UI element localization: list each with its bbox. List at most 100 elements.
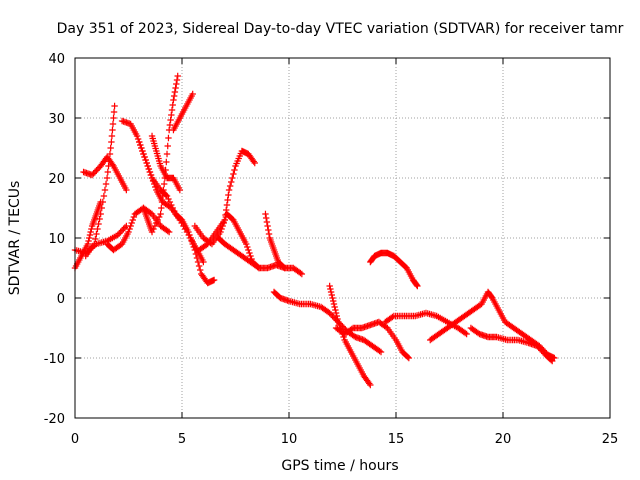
data-point bbox=[164, 142, 171, 150]
plot-frame bbox=[74, 57, 611, 419]
data-point bbox=[217, 228, 224, 236]
data-point bbox=[382, 323, 390, 331]
data-point bbox=[85, 237, 92, 245]
data-point bbox=[376, 347, 383, 355]
data-point bbox=[219, 222, 226, 230]
x-tick-label: 15 bbox=[388, 432, 405, 447]
data-point bbox=[121, 224, 129, 231]
chart-title: Day 351 of 2023, Sidereal Day-to-day VTE… bbox=[57, 21, 624, 37]
data-point bbox=[169, 101, 176, 109]
data-point bbox=[326, 309, 333, 317]
data-point bbox=[99, 198, 107, 206]
data-point bbox=[144, 162, 151, 170]
data-point bbox=[106, 156, 113, 164]
data-point bbox=[405, 354, 413, 362]
y-tick-label: 10 bbox=[48, 232, 65, 247]
data-point bbox=[110, 108, 118, 116]
data-point bbox=[108, 138, 115, 146]
data-point bbox=[165, 195, 172, 203]
axes-ticks: 0 5 10 15 20 25 -20 -10 0 10 20 30 40 bbox=[44, 52, 619, 447]
data-point bbox=[84, 240, 92, 248]
data-point bbox=[461, 329, 469, 337]
data-point bbox=[160, 180, 168, 188]
data-point bbox=[92, 235, 99, 243]
data-point bbox=[230, 170, 237, 178]
data-point bbox=[86, 231, 94, 239]
data-point bbox=[169, 204, 176, 212]
data-point bbox=[101, 186, 109, 194]
data-point bbox=[128, 219, 135, 227]
data-point bbox=[93, 167, 100, 174]
data-point bbox=[174, 72, 181, 80]
data-point bbox=[549, 357, 556, 365]
series-arc17 bbox=[332, 318, 413, 362]
data-point bbox=[143, 159, 150, 167]
data-point bbox=[154, 216, 161, 224]
data-point bbox=[534, 342, 541, 350]
data-point bbox=[168, 106, 176, 114]
data-point bbox=[151, 222, 159, 230]
data-point bbox=[172, 84, 179, 92]
x-tick-label: 20 bbox=[495, 432, 512, 447]
data-point bbox=[244, 243, 251, 251]
x-tick-label: 5 bbox=[178, 432, 186, 447]
data-point bbox=[163, 150, 171, 158]
series-arc9 bbox=[170, 90, 196, 134]
data-point bbox=[330, 297, 337, 305]
data-point bbox=[535, 344, 542, 351]
data-point bbox=[330, 314, 338, 321]
data-point bbox=[173, 76, 181, 84]
data-point bbox=[170, 207, 178, 215]
data-point bbox=[111, 102, 118, 110]
data-point bbox=[231, 166, 238, 174]
data-point bbox=[335, 318, 342, 326]
data-point bbox=[414, 282, 421, 290]
data-point bbox=[109, 161, 116, 168]
data-point bbox=[298, 270, 306, 278]
data-point bbox=[229, 174, 236, 182]
y-axis-label: SDTVAR / TECUs bbox=[7, 181, 23, 296]
data-point bbox=[100, 192, 108, 200]
series-arc8 bbox=[140, 72, 181, 236]
data-point bbox=[162, 191, 170, 199]
data-point bbox=[539, 348, 547, 356]
series-arc20 bbox=[427, 288, 558, 362]
data-point bbox=[332, 309, 340, 317]
data-point bbox=[327, 311, 335, 318]
data-point bbox=[170, 96, 177, 104]
data-point bbox=[108, 132, 116, 140]
data-point bbox=[263, 218, 271, 226]
data-point bbox=[153, 219, 160, 227]
data-point bbox=[413, 281, 420, 289]
data-point bbox=[167, 116, 174, 124]
series-arc18 bbox=[367, 249, 421, 290]
data-point bbox=[547, 356, 555, 364]
data-point bbox=[463, 330, 470, 338]
data-point bbox=[168, 201, 175, 209]
series-arc10 bbox=[148, 132, 184, 194]
data-point bbox=[243, 240, 250, 248]
data-point bbox=[246, 249, 253, 257]
data-point bbox=[245, 246, 252, 254]
data-point bbox=[159, 192, 166, 200]
data-point bbox=[188, 237, 195, 245]
data-point bbox=[102, 180, 110, 188]
data-point bbox=[264, 222, 271, 230]
data-point bbox=[327, 288, 335, 296]
data-point bbox=[228, 178, 235, 186]
data-point bbox=[226, 182, 234, 190]
data-point bbox=[140, 150, 147, 158]
data-point bbox=[117, 228, 124, 236]
data-point bbox=[173, 80, 180, 88]
data-point bbox=[334, 315, 341, 323]
data-point bbox=[389, 313, 396, 321]
data-point bbox=[189, 240, 196, 248]
data-point bbox=[221, 216, 228, 224]
data-point bbox=[170, 92, 178, 100]
data-point bbox=[91, 240, 98, 248]
data-point bbox=[133, 132, 141, 140]
data-point bbox=[265, 226, 272, 234]
series-arc12 bbox=[191, 210, 263, 272]
data-point bbox=[95, 220, 102, 228]
data-point bbox=[90, 170, 97, 177]
